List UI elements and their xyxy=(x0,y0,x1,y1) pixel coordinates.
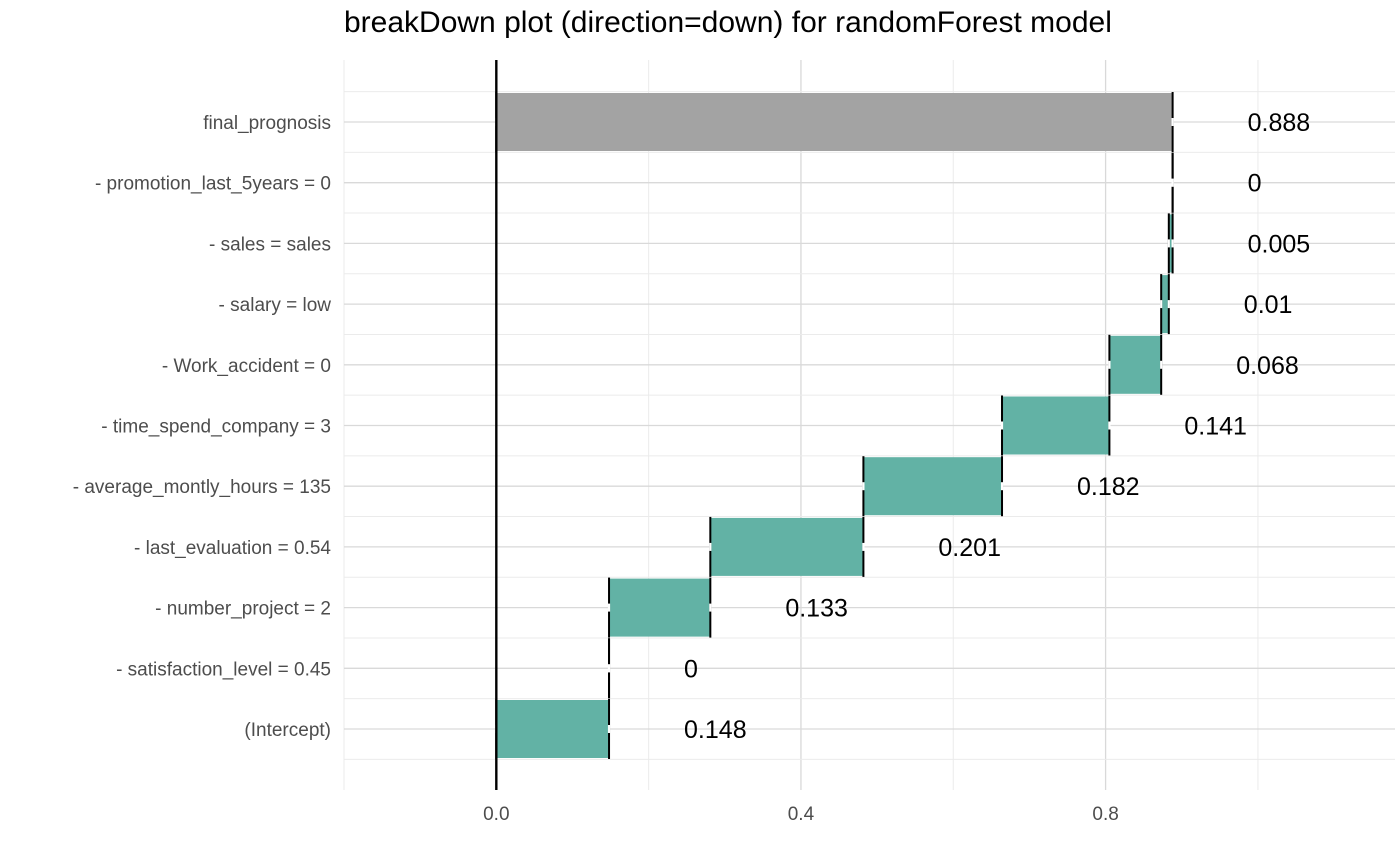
bar xyxy=(1002,396,1110,455)
bar xyxy=(1109,335,1162,394)
bar xyxy=(1161,275,1169,334)
data-label: 0.068 xyxy=(1236,352,1299,380)
chart-title: breakDown plot (direction=down) for rand… xyxy=(344,6,1112,39)
data-label: 0.133 xyxy=(785,595,848,623)
y-tick-label: final_prognosis xyxy=(203,113,331,134)
y-tick-label: - time_spend_company = 3 xyxy=(101,417,331,438)
y-tick-label: - sales = sales xyxy=(209,234,331,255)
data-label: 0 xyxy=(684,655,698,683)
data-labels: 0.888 0 0.005 0.01 0.068 0.141 0.182 0.201 0.133… xyxy=(684,109,1310,744)
y-tick-label: - Work_accident = 0 xyxy=(162,356,331,377)
data-label: 0.888 xyxy=(1248,109,1311,137)
x-tick-label: 0.8 xyxy=(1092,804,1118,825)
bar xyxy=(496,93,1173,151)
bar xyxy=(496,700,610,758)
y-tick-label: - promotion_last_5years = 0 xyxy=(95,174,331,195)
data-label: 0.201 xyxy=(938,534,1001,562)
bar xyxy=(863,457,1003,516)
y-tick-label: - satisfaction_level = 0.45 xyxy=(116,659,331,680)
bar xyxy=(1168,214,1173,273)
bar xyxy=(710,517,864,576)
y-tick-label: - average_montly_hours = 135 xyxy=(73,477,331,498)
data-label: 0.141 xyxy=(1184,413,1247,441)
bars xyxy=(496,93,1173,758)
x-tick-label: 0.4 xyxy=(788,804,815,825)
x-tick-label: 0.0 xyxy=(483,804,509,825)
y-tick-label: - number_project = 2 xyxy=(155,599,331,620)
y-tick-label: - last_evaluation = 0.54 xyxy=(134,538,331,559)
data-label: 0 xyxy=(1248,170,1262,198)
data-label: 0.148 xyxy=(684,716,747,744)
x-axis-tick-labels: 0.0 0.4 0.8 xyxy=(483,804,1119,825)
y-axis-tick-labels: final_prognosis - promotion_last_5years =… xyxy=(73,113,332,741)
connectors xyxy=(495,60,1174,790)
data-label: 0.005 xyxy=(1248,230,1311,258)
grid-lines xyxy=(343,60,1395,790)
y-tick-label: - salary = low xyxy=(219,295,332,316)
y-tick-label: (Intercept) xyxy=(244,720,331,741)
data-label: 0.182 xyxy=(1077,473,1140,501)
data-label: 0.01 xyxy=(1244,291,1293,319)
bar xyxy=(609,578,711,637)
